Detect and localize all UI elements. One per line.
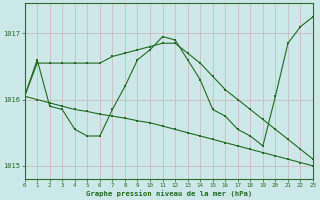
X-axis label: Graphe pression niveau de la mer (hPa): Graphe pression niveau de la mer (hPa) bbox=[86, 190, 252, 197]
